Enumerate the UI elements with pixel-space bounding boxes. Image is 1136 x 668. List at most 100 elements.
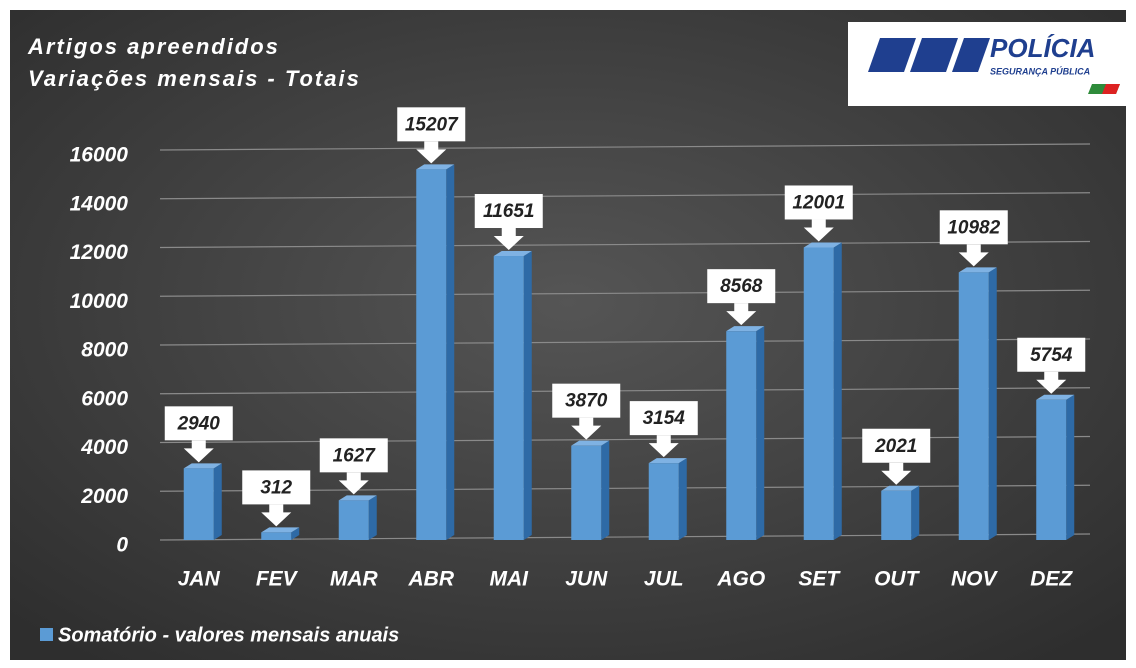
data-label-box bbox=[707, 269, 776, 304]
data-label: 5754 bbox=[1030, 345, 1073, 366]
grid-line bbox=[159, 192, 1091, 200]
data-label-box bbox=[319, 438, 388, 473]
grid-line bbox=[159, 143, 1091, 151]
data-label-box bbox=[397, 107, 466, 142]
x-tick-label: MAR bbox=[330, 568, 379, 591]
bar bbox=[493, 256, 524, 540]
bar-side bbox=[601, 440, 610, 540]
data-label-box bbox=[629, 401, 698, 436]
x-tick-label: JAN bbox=[178, 568, 221, 591]
x-tick-label: JUL bbox=[644, 568, 684, 591]
data-label: 2021 bbox=[874, 436, 917, 457]
x-tick-label: NOV bbox=[951, 568, 999, 591]
grid-line bbox=[159, 435, 1091, 444]
bar-top bbox=[261, 527, 300, 533]
data-label-arrow bbox=[571, 417, 602, 440]
y-tick-label: 16000 bbox=[70, 144, 129, 167]
bar-top bbox=[803, 242, 842, 248]
bar-side bbox=[213, 463, 222, 540]
bar-side bbox=[446, 164, 455, 540]
data-label-box bbox=[862, 428, 931, 463]
y-tick-label: 4000 bbox=[80, 436, 128, 459]
bar-side bbox=[756, 326, 765, 540]
chart-title: Artigos apreendidos bbox=[27, 34, 280, 59]
bar bbox=[803, 247, 834, 540]
logo-subtitle: SEGURANÇA PÚBLICA bbox=[990, 65, 1090, 76]
bar-side bbox=[988, 267, 997, 540]
bar bbox=[1036, 399, 1067, 540]
bar bbox=[338, 500, 369, 540]
logo-stripe bbox=[910, 38, 958, 72]
bar bbox=[571, 445, 602, 540]
data-label-arrow bbox=[803, 219, 834, 242]
grid-line bbox=[159, 387, 1091, 395]
data-label-box bbox=[164, 406, 233, 441]
bar-top bbox=[881, 485, 920, 491]
grid-line bbox=[159, 289, 1091, 297]
data-label-box bbox=[939, 210, 1008, 245]
bar bbox=[958, 272, 989, 540]
x-tick-label: SET bbox=[798, 568, 841, 591]
x-tick-label: DEZ bbox=[1030, 568, 1073, 591]
bar-side bbox=[1066, 394, 1075, 540]
bar-side bbox=[911, 485, 920, 540]
data-label-box bbox=[784, 185, 853, 220]
data-label-box bbox=[552, 383, 621, 418]
bar-side bbox=[678, 458, 687, 540]
bar-side bbox=[291, 527, 300, 540]
bar bbox=[881, 490, 912, 540]
data-label-arrow bbox=[1036, 371, 1067, 394]
grid-line bbox=[159, 484, 1091, 492]
data-label-arrow bbox=[958, 244, 989, 267]
bar bbox=[726, 331, 757, 540]
data-label: 15207 bbox=[405, 114, 459, 135]
x-tick-label: ABR bbox=[408, 568, 455, 591]
bar-side bbox=[523, 251, 532, 540]
bar-top bbox=[648, 458, 687, 464]
logo: POLÍCIA SEGURANÇA PÚBLICA bbox=[848, 22, 1126, 106]
data-label: 11651 bbox=[483, 201, 534, 222]
bar-top bbox=[1036, 394, 1075, 400]
data-label-arrow bbox=[261, 504, 292, 527]
y-tick-label: 2000 bbox=[80, 485, 128, 508]
x-tick-label: AGO bbox=[716, 568, 765, 591]
legend-swatch bbox=[40, 628, 53, 641]
data-label: 1627 bbox=[333, 445, 377, 466]
x-tick-label: JUN bbox=[565, 568, 608, 591]
bar-side bbox=[833, 242, 842, 540]
bar-side bbox=[368, 495, 377, 540]
data-label: 10982 bbox=[947, 217, 1000, 238]
grid-line bbox=[159, 533, 1091, 541]
data-label-arrow bbox=[416, 141, 447, 164]
bar-top bbox=[416, 164, 455, 170]
bar bbox=[183, 468, 214, 540]
bar-top bbox=[571, 440, 610, 446]
bar bbox=[416, 169, 447, 540]
data-label-arrow bbox=[338, 472, 369, 495]
x-tick-label: FEV bbox=[256, 568, 299, 591]
data-label-arrow bbox=[493, 228, 524, 251]
bar bbox=[261, 532, 292, 540]
data-label: 312 bbox=[260, 477, 292, 498]
legend-label: Somatório - valores mensais anuais bbox=[58, 624, 399, 646]
logo-stripe bbox=[952, 38, 990, 72]
bar-top bbox=[338, 495, 377, 501]
data-label: 12001 bbox=[792, 192, 845, 213]
data-label: 2940 bbox=[177, 413, 221, 434]
logo-flag bbox=[1102, 84, 1120, 94]
grid-line bbox=[159, 338, 1091, 346]
bar-top bbox=[958, 267, 997, 273]
x-tick-label: MAI bbox=[490, 568, 530, 591]
data-label-box bbox=[242, 470, 311, 505]
data-label-box bbox=[474, 194, 543, 229]
bar-top bbox=[183, 463, 222, 469]
y-tick-label: 10000 bbox=[70, 290, 129, 313]
data-label: 3154 bbox=[643, 408, 686, 429]
y-tick-label: 14000 bbox=[70, 192, 129, 215]
data-label-box bbox=[1017, 337, 1086, 372]
data-label: 3870 bbox=[565, 391, 608, 412]
bar-top bbox=[726, 326, 765, 332]
bar bbox=[648, 463, 679, 540]
background bbox=[10, 10, 1126, 660]
